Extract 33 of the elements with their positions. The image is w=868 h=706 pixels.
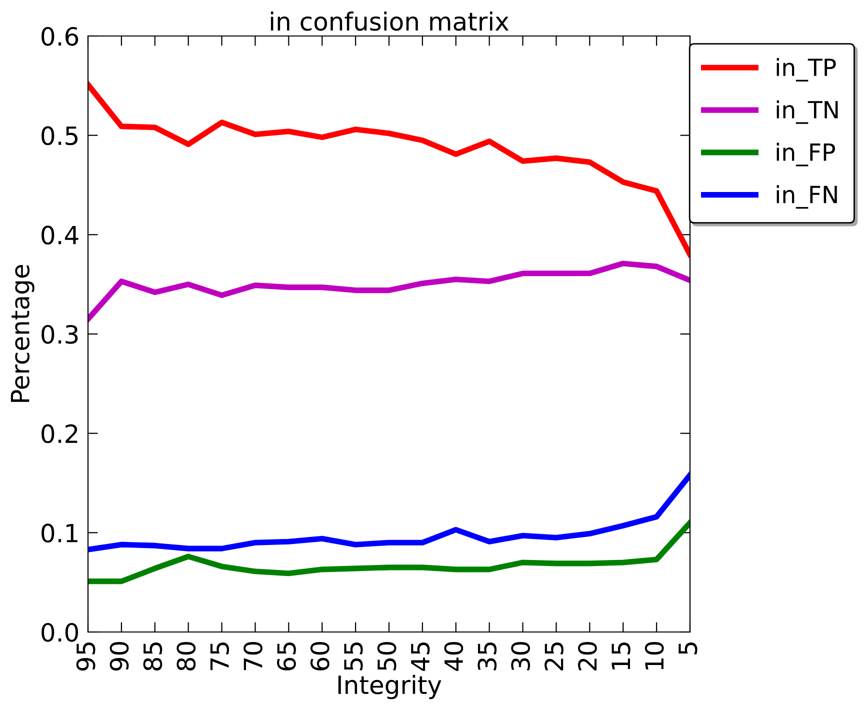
y-tick-label: 0.0 xyxy=(42,622,78,642)
x-tick-label: 55 xyxy=(344,642,363,670)
x-tick-label: 40 xyxy=(444,642,464,671)
legend-label: in_TN xyxy=(776,100,838,124)
x-tick-label: 30 xyxy=(511,642,530,670)
x-tick-label: 25 xyxy=(544,642,564,670)
y-tick-label: 0.2 xyxy=(42,424,78,444)
y-tick-label: 0.3 xyxy=(42,324,78,344)
x-tick-label: 75 xyxy=(210,642,230,670)
x-tick-label: 15 xyxy=(612,642,630,670)
x-tick-label: 60 xyxy=(310,642,330,670)
legend-label: in_TP xyxy=(776,58,836,82)
x-tick-label: 95 xyxy=(76,642,96,671)
y-tick-label: 0.5 xyxy=(42,126,78,146)
x-tick-label: 35 xyxy=(478,642,497,670)
x-tick-label: 10 xyxy=(644,642,664,670)
legend-label: in_FN xyxy=(776,185,837,209)
chart-title: in confusion matrix xyxy=(270,11,509,31)
y-axis-title: Percentage xyxy=(10,265,34,402)
y-tick-label: 0.1 xyxy=(42,524,78,543)
x-tick-label: 85 xyxy=(143,642,162,670)
y-tick-label: 0.6 xyxy=(42,26,78,46)
x-tick-label: 20 xyxy=(578,642,597,670)
x-tick-label: 70 xyxy=(244,642,262,670)
x-axis-title: Integrity xyxy=(338,674,442,700)
x-tick-label: 45 xyxy=(411,642,430,671)
x-tick-label: 50 xyxy=(377,642,396,670)
legend-label: in_FP xyxy=(776,142,835,166)
y-tick-label: 0.4 xyxy=(42,226,78,245)
x-tick-label: 90 xyxy=(110,642,129,671)
x-tick-label: 65 xyxy=(277,642,296,670)
x-tick-label: 80 xyxy=(176,642,196,670)
x-tick-label: 5 xyxy=(678,642,698,654)
